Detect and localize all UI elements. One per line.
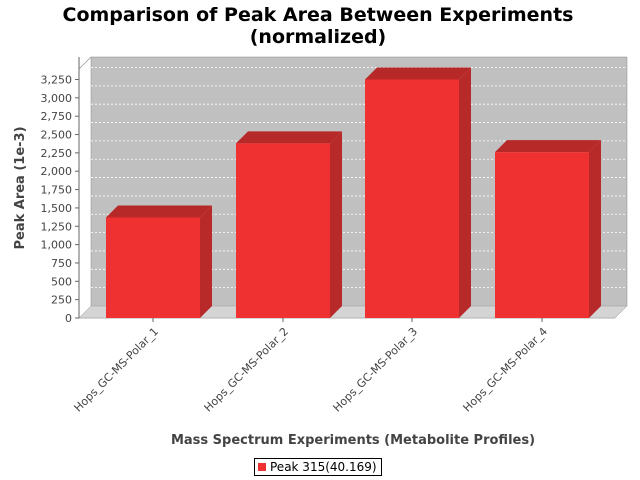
y-tick-label: 2,250 <box>41 147 73 160</box>
y-tick-label: 1,000 <box>41 239 73 252</box>
y-tick-label: 2,000 <box>41 165 73 178</box>
bar <box>106 205 212 318</box>
chart-title: Comparison of Peak Area Between Experime… <box>63 4 574 26</box>
y-tick-label: 3,250 <box>41 74 73 87</box>
bar-top <box>236 131 342 144</box>
y-tick-label: 1,750 <box>41 184 73 197</box>
y-tick-label: 2,500 <box>41 129 73 142</box>
left-wall-top-edge <box>78 56 92 70</box>
x-axis-label: Mass Spectrum Experiments (Metabolite Pr… <box>171 433 535 448</box>
chart-subtitle: (normalized) <box>250 26 387 48</box>
y-tick-label: 1,500 <box>41 202 73 215</box>
bar-top <box>365 67 471 80</box>
x-tick-label: Hops_GC-MS-Polar_3 <box>331 325 421 415</box>
plot-area <box>78 56 628 319</box>
bar <box>236 131 342 318</box>
y-tick-label: 3,000 <box>41 92 73 105</box>
bar-front <box>106 217 200 318</box>
bar-top <box>495 140 601 153</box>
x-tick-label: Hops_GC-MS-Polar_2 <box>202 325 292 415</box>
bar-side <box>330 131 342 318</box>
bar <box>495 140 601 318</box>
y-axis-label: Peak Area (1e-3) <box>13 126 28 249</box>
bar-side <box>200 205 212 318</box>
x-tick-label: Hops_GC-MS-Polar_4 <box>461 325 551 415</box>
bar-front <box>365 79 459 318</box>
bar-top <box>106 205 212 218</box>
bar-side <box>459 67 471 318</box>
bar-side <box>589 140 601 318</box>
y-tick-label: 500 <box>51 275 72 288</box>
x-tick-label: Hops_GC-MS-Polar_1 <box>72 325 162 415</box>
bar <box>365 67 471 318</box>
bar-front <box>495 152 589 318</box>
bar-front <box>236 143 330 318</box>
y-tick-label: 0 <box>65 312 72 325</box>
legend-label: Peak 315(40.169) <box>270 460 377 474</box>
bars <box>106 67 601 318</box>
y-tick-label: 2,750 <box>41 110 73 123</box>
legend-swatch <box>258 463 266 471</box>
y-tick-label: 250 <box>51 294 72 307</box>
legend: Peak 315(40.169) <box>254 458 382 476</box>
y-tick-label: 750 <box>51 257 72 270</box>
y-tick-label: 1,250 <box>41 220 73 233</box>
